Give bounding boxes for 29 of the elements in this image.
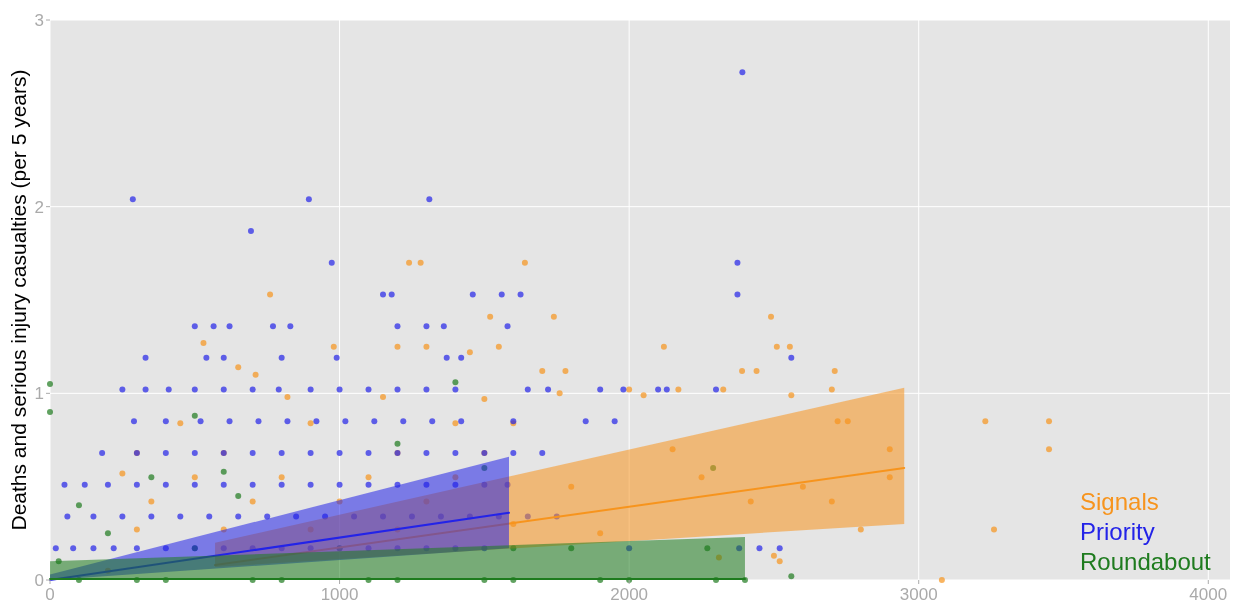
point [55, 558, 62, 565]
point [481, 465, 488, 471]
x-tick-label: 3000 [899, 585, 938, 604]
x-tick-label: 1000 [320, 585, 359, 604]
point [75, 502, 82, 509]
point [148, 474, 155, 481]
y-tick-label: 2 [34, 197, 44, 217]
y-tick-label: 0 [34, 570, 44, 590]
x-tick-label: 4000 [1189, 585, 1228, 604]
point [47, 409, 53, 415]
y-axis-title: Deaths and serious injury casualties (per 5 years) [7, 69, 30, 531]
point [47, 381, 53, 387]
point [394, 440, 401, 447]
point [704, 545, 711, 552]
text: Roundabout [1080, 548, 1212, 575]
point [191, 412, 198, 419]
point [220, 468, 227, 475]
point [452, 379, 459, 386]
y-tick-label: 1 [34, 384, 44, 404]
y-tick-label: 3 [34, 10, 44, 30]
point [104, 530, 111, 537]
point [568, 545, 575, 552]
point [788, 573, 795, 580]
point [235, 493, 242, 499]
series-label: Signals [1080, 488, 1159, 515]
text: Priority [1080, 518, 1155, 545]
point [710, 465, 717, 471]
x-tick-label: 2000 [610, 585, 649, 604]
point [510, 545, 517, 552]
